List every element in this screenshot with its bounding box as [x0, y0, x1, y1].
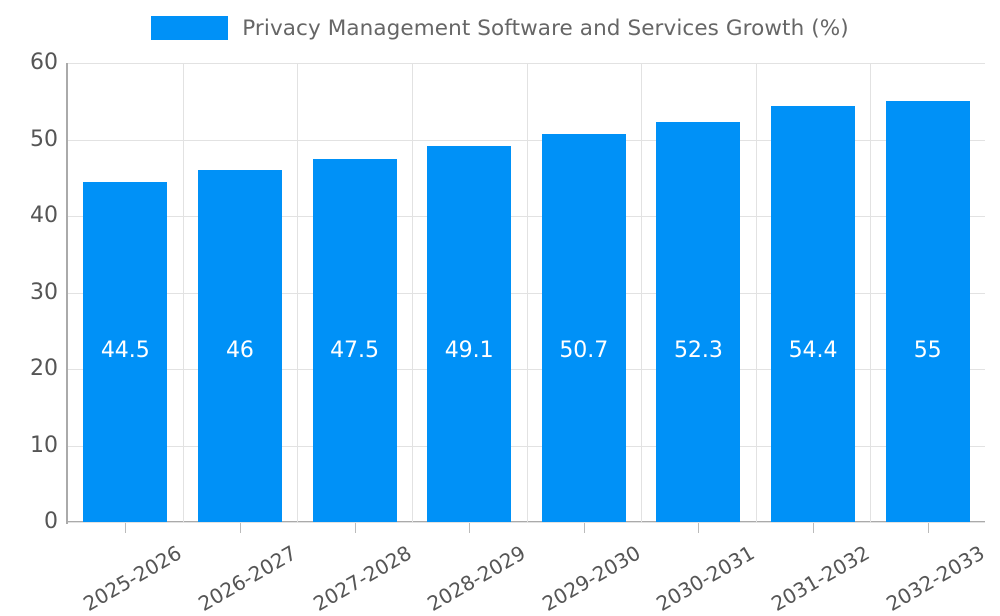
x-axis-tick-slot: 2030-2031 [641, 523, 759, 616]
bar-value-label: 46 [225, 338, 254, 363]
x-axis-tick-label: 2029-2030 [537, 540, 645, 616]
x-axis-tick-mark [813, 523, 815, 533]
x-axis-tick-label: 2026-2027 [194, 540, 301, 616]
gridline-horizontal [68, 445, 985, 447]
x-axis-tick-mark [239, 523, 241, 533]
y-axis-tick-labels: 0 10 20 30 40 50 60 [0, 0, 58, 600]
gridline-vertical [412, 63, 413, 522]
x-axis-tick-mark [927, 523, 929, 533]
x-axis-tick-slot: 2029-2030 [527, 523, 644, 616]
x-axis-tick-labels: 2025-2026 2026-2027 2027-2028 2028-2029 2029… [68, 523, 988, 616]
gridline-horizontal [68, 139, 985, 141]
gridline-horizontal [68, 63, 985, 64]
x-axis-tick-mark [469, 523, 471, 533]
x-axis-tick-label: 2025-2026 [79, 540, 186, 616]
bar[interactable]: 49.1 [427, 146, 512, 522]
x-axis-tick-mark [125, 523, 127, 533]
bar-group: 49.1 [412, 63, 527, 522]
x-axis-tick-slot: 2027-2028 [297, 523, 415, 616]
bar-group: 54.4 [756, 63, 871, 522]
x-axis-tick-label: 2028-2029 [423, 540, 530, 616]
gridline-vertical [297, 63, 298, 522]
chart-legend: Privacy Management Software and Services… [0, 0, 1000, 56]
gridline-horizontal [68, 369, 985, 370]
x-axis-tick-label: 2031-2032 [767, 540, 874, 616]
x-axis-tick-label: 2030-2031 [652, 540, 759, 616]
bar-group: 47.5 [297, 63, 412, 522]
bar-group: 46 [183, 63, 298, 522]
x-axis-tick-slot: 2031-2032 [756, 523, 874, 616]
bar-value-label: 55 [913, 338, 942, 363]
gridline-vertical [641, 63, 642, 522]
gridline-horizontal [68, 216, 985, 217]
x-axis-tick-slot: 2026-2027 [183, 523, 300, 616]
gridline-horizontal [68, 522, 985, 523]
bar[interactable]: 55 [885, 101, 970, 522]
bar-value-label: 52.3 [673, 338, 723, 363]
bar-value-label: 54.4 [788, 338, 838, 363]
y-axis-tick-label: 50 [30, 126, 58, 152]
bar-value-label: 50.7 [559, 338, 609, 363]
y-axis-line [66, 63, 68, 524]
bar[interactable]: 46 [197, 170, 282, 522]
gridline-vertical [870, 63, 871, 522]
bar-group: 44.5 [68, 63, 183, 522]
x-axis-tick-slot: 2028-2029 [412, 523, 530, 616]
y-axis-tick-label: 10 [30, 432, 58, 458]
gridline-horizontal [68, 292, 985, 294]
bar-group: 55 [870, 63, 985, 522]
x-axis-tick-mark [583, 523, 585, 533]
y-axis-tick-label: 20 [30, 356, 58, 381]
bar[interactable]: 52.3 [656, 121, 741, 522]
x-axis-tick-label: 2027-2028 [308, 540, 416, 616]
x-axis-tick-slot: 2032-2033 [870, 523, 988, 616]
x-axis-tick-mark [698, 523, 700, 533]
plot-area: 44.5 46 47.5 49.1 50.7 52.3 54.4 55 [68, 63, 985, 523]
y-axis-tick-label: 30 [30, 279, 58, 305]
x-axis-tick-label: 2032-2033 [881, 540, 989, 616]
y-axis-tick-label: 60 [30, 50, 58, 75]
legend-color-swatch [151, 16, 229, 40]
gridline-vertical [756, 63, 757, 522]
legend-label: Privacy Management Software and Services… [242, 15, 849, 41]
bar-group: 50.7 [527, 63, 642, 522]
y-axis-tick-label: 0 [44, 509, 58, 534]
bar[interactable]: 54.4 [771, 105, 856, 522]
legend-entry[interactable]: Privacy Management Software and Services… [151, 16, 849, 41]
bar[interactable]: 50.7 [541, 134, 626, 522]
x-axis-tick-mark [354, 523, 356, 533]
bar-value-label: 49.1 [444, 338, 494, 363]
gridline-vertical [527, 63, 528, 522]
x-axis-tick-slot: 2025-2026 [68, 523, 186, 616]
bar-value-label: 47.5 [330, 338, 380, 363]
y-axis-tick-label: 40 [30, 203, 58, 228]
bar[interactable]: 44.5 [83, 181, 168, 522]
bar[interactable]: 47.5 [312, 158, 397, 522]
bar-value-label: 44.5 [100, 338, 150, 363]
gridline-vertical [183, 63, 184, 522]
bar-group: 52.3 [641, 63, 756, 522]
